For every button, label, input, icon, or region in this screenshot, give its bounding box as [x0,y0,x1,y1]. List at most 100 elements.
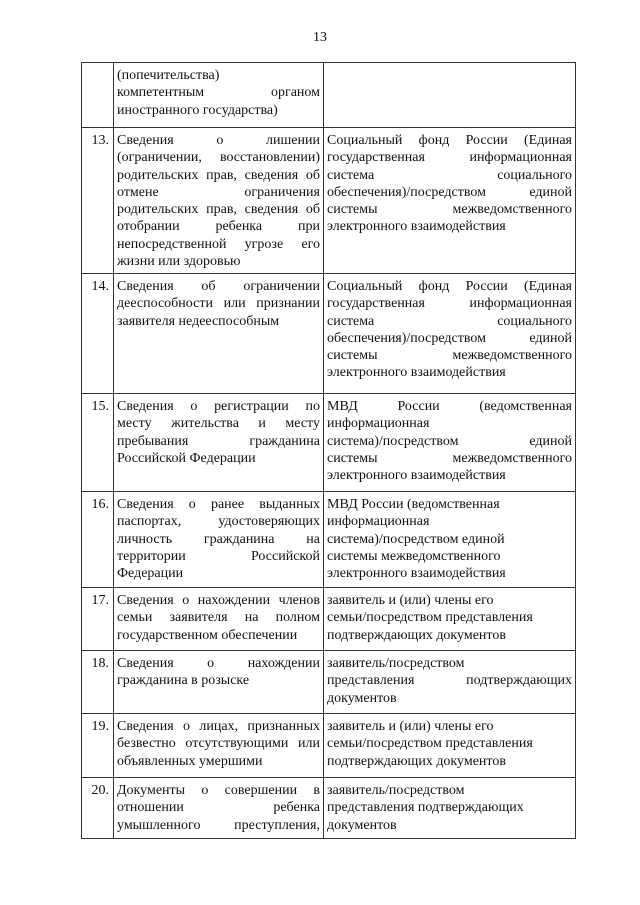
row-number: 19. [81,713,114,778]
text-line: представления подтверждающих [327,673,572,689]
information-cell: Документы о совершении в отношении ребенк… [113,777,324,839]
text-line: паспортах, удостоверяющих [117,514,320,530]
page-number: 13 [313,30,327,45]
text-line: семьи заявителя на полном [117,610,320,626]
row-number: 18. [81,650,114,714]
text-line: семьи/посредством представления [327,736,533,752]
row-number: 20. [81,777,114,839]
text-line: иностранного государства) [117,102,278,118]
documents-table: (попечительства) компетентным органом инос… [81,62,576,839]
text-line: МВД России (ведомственная [327,497,500,512]
text-line: дееспособности или признании [117,296,320,312]
text-line: системы межведомственного [327,548,501,564]
source-cell: заявитель/посредством представления подтв… [323,777,576,839]
text-line: обеспечения)/посредством единой [327,184,572,200]
text-line: государственная информационная [327,296,572,312]
text-line: государственном обеспечении [117,627,298,643]
text-line: подтверждающих документов [327,753,506,769]
source-cell: Социальный фонд России (Единая государств… [323,273,576,394]
text-line: объявленных умершими [117,753,263,769]
text-line: система социального [327,313,572,329]
information-cell: Сведения о лицах, признанных безвестно от… [113,713,324,778]
table-row: 13. Сведения о лишении (ограничении, восст… [81,127,576,274]
information-cell: Сведения о нахождении гражданина в розыск… [113,650,324,714]
text-line: электронного взаимодействия [327,566,506,582]
source-cell: МВД России (ведомственная информационная с… [323,491,576,588]
text-line: пребывания гражданина [117,433,320,449]
text-line: МВД России (ведомственная [327,399,572,414]
text-line: электронного взаимодействия [327,219,506,235]
text-line: месту жительства и месту [117,416,320,432]
text-line: система социального [327,167,572,183]
text-line: подтверждающих документов [327,627,506,643]
text-line: системы межведомственного [327,202,572,218]
table-row: 20. Документы о совершении в отношении реб… [81,777,576,839]
text-line: Документы о совершении в [117,783,320,798]
text-line: Сведения о регистрации по [117,399,320,414]
source-cell: заявитель и (или) члены его семьи/посредс… [323,587,576,651]
source-cell: заявитель и (или) члены его семьи/посредс… [323,713,576,778]
text-line: Федерации [117,566,184,582]
text-line: отобрании ребенка при [117,219,320,235]
table-row: (попечительства) компетентным органом инос… [81,62,576,128]
text-line: обеспечения)/посредством единой [327,330,572,346]
information-cell: Сведения о нахождении членов семьи заявит… [113,587,324,651]
text-line: заявитель и (или) члены его [327,593,494,608]
text-line: непосредственной угрозе его [117,236,320,252]
text-line: личность гражданина на [117,531,320,547]
row-number: 13. [81,127,114,274]
text-line: семьи/посредством представления [327,610,533,626]
text-line: информационная [327,416,430,432]
text-line: отношении ребенка [117,800,320,816]
text-line: (попечительства) [117,68,220,83]
text-line: безвестно отсутствующими или [117,736,320,752]
text-line: представления подтверждающих [327,800,524,816]
row-number: 14. [81,273,114,394]
text-line: заявитель/посредством [327,656,465,671]
text-line: электронного взаимодействия [327,468,506,484]
table-row: 17. Сведения о нахождении членов семьи зая… [81,587,576,651]
text-line: информационная [327,514,430,530]
text-line: (ограничении, восстановлении) [117,150,320,166]
text-line: жизни или здоровью [117,254,241,270]
source-cell [323,62,576,128]
information-cell: (попечительства) компетентным органом инос… [113,62,324,128]
information-cell: Сведения о лишении (ограничении, восстано… [113,127,324,274]
information-cell: Сведения о ранее выданных паспортах, удос… [113,491,324,588]
text-line: отмене ограничения [117,184,320,200]
row-number: 16. [81,491,114,588]
text-line: умышленного преступления, [117,817,320,833]
text-line: Сведения о нахождении [117,656,320,671]
text-line: Сведения о лицах, признанных [117,719,320,734]
row-number: 15. [81,393,114,492]
text-line: документов [327,690,397,706]
text-line: территории Российской [117,548,320,564]
text-line: Социальный фонд России (Единая [327,133,572,148]
text-line: Сведения об ограничении [117,279,320,294]
text-line: компетентным органом [117,85,320,101]
row-number: 17. [81,587,114,651]
table-row: 15. Сведения о регистрации по месту житель… [81,393,576,492]
text-line: заявитель/посредством [327,783,465,798]
text-line: Сведения о лишении [117,133,320,148]
text-line: системы межведомственного [327,348,572,364]
table-row: 16. Сведения о ранее выданных паспортах, у… [81,491,576,588]
text-line: Сведения о ранее выданных [117,497,320,512]
text-line: системы межведомственного [327,450,572,466]
text-line: заявитель и (или) члены его [327,719,494,734]
text-line: государственная информационная [327,150,572,166]
text-line: электронного взаимодействия [327,365,506,381]
row-number [81,62,114,128]
text-line: Социальный фонд России (Единая [327,279,572,294]
text-line: заявителя недееспособным [117,313,280,329]
table-row: 18. Сведения о нахождении гражданина в роз… [81,650,576,714]
text-line: система)/посредством единой [327,433,572,449]
text-line: гражданина в розыске [117,673,250,689]
text-line: документов [327,817,397,833]
text-line: родительских прав, сведения об [117,202,320,218]
information-cell: Сведения о регистрации по месту жительств… [113,393,324,492]
source-cell: Социальный фонд России (Единая государств… [323,127,576,274]
source-cell: заявитель/посредством представления подтв… [323,650,576,714]
table-row: 14. Сведения об ограничении дееспособности… [81,273,576,394]
text-line: родительских прав, сведения об [117,167,320,183]
